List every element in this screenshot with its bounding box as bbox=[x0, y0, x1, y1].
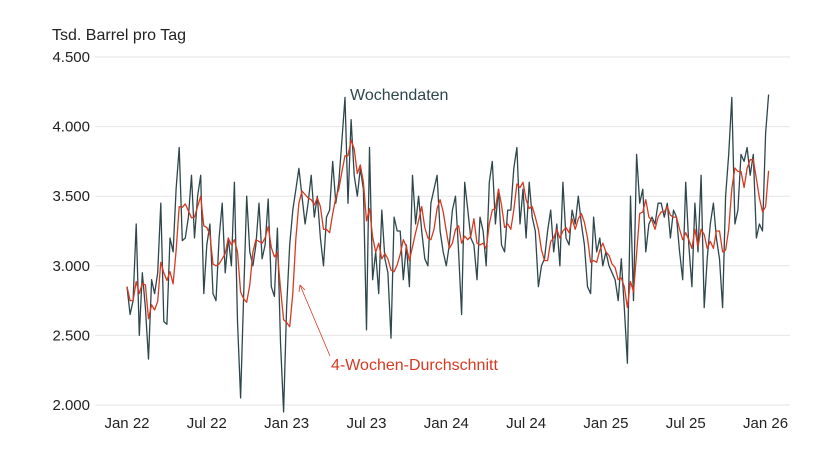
x-tick-label: Jul 23 bbox=[346, 415, 386, 432]
average-series-label: 4-Wochen-Durchschnitt bbox=[331, 357, 498, 374]
x-tick-label: Jan 26 bbox=[743, 415, 788, 432]
y-tick-label: 2.500 bbox=[52, 327, 90, 344]
y-tick-label: 4.000 bbox=[52, 119, 90, 136]
y-tick-label: 2.000 bbox=[52, 397, 90, 414]
y-tick-label: 3.000 bbox=[52, 258, 90, 275]
x-axis-ticks: Jan 22 Jul 22 Jan 23 Jul 23 Jan 24 Jul 24 Jan … bbox=[104, 415, 788, 432]
x-tick-label: Jan 22 bbox=[104, 415, 149, 432]
y-axis-title: Tsd. Barrel pro Tag bbox=[52, 27, 186, 44]
y-axis-ticks: 2.000 2.500 3.000 3.500 4.000 4.500 bbox=[52, 49, 90, 414]
x-tick-label: Jan 25 bbox=[583, 415, 628, 432]
annotation-arrow bbox=[299, 284, 331, 357]
x-tick-label: Jul 25 bbox=[666, 415, 706, 432]
weekly-series-label: Wochendaten bbox=[350, 87, 448, 104]
x-tick-label: Jan 23 bbox=[264, 415, 309, 432]
y-tick-label: 3.500 bbox=[52, 188, 90, 205]
weekly-data-line bbox=[126, 94, 770, 413]
x-tick-label: Jul 22 bbox=[187, 415, 227, 432]
x-tick-label: Jan 24 bbox=[424, 415, 469, 432]
four-week-average-line bbox=[126, 139, 770, 328]
y-tick-label: 4.500 bbox=[52, 49, 90, 66]
gridlines bbox=[95, 56, 790, 406]
arrow-head-icon bbox=[298, 284, 306, 293]
x-tick-label: Jul 24 bbox=[506, 415, 546, 432]
